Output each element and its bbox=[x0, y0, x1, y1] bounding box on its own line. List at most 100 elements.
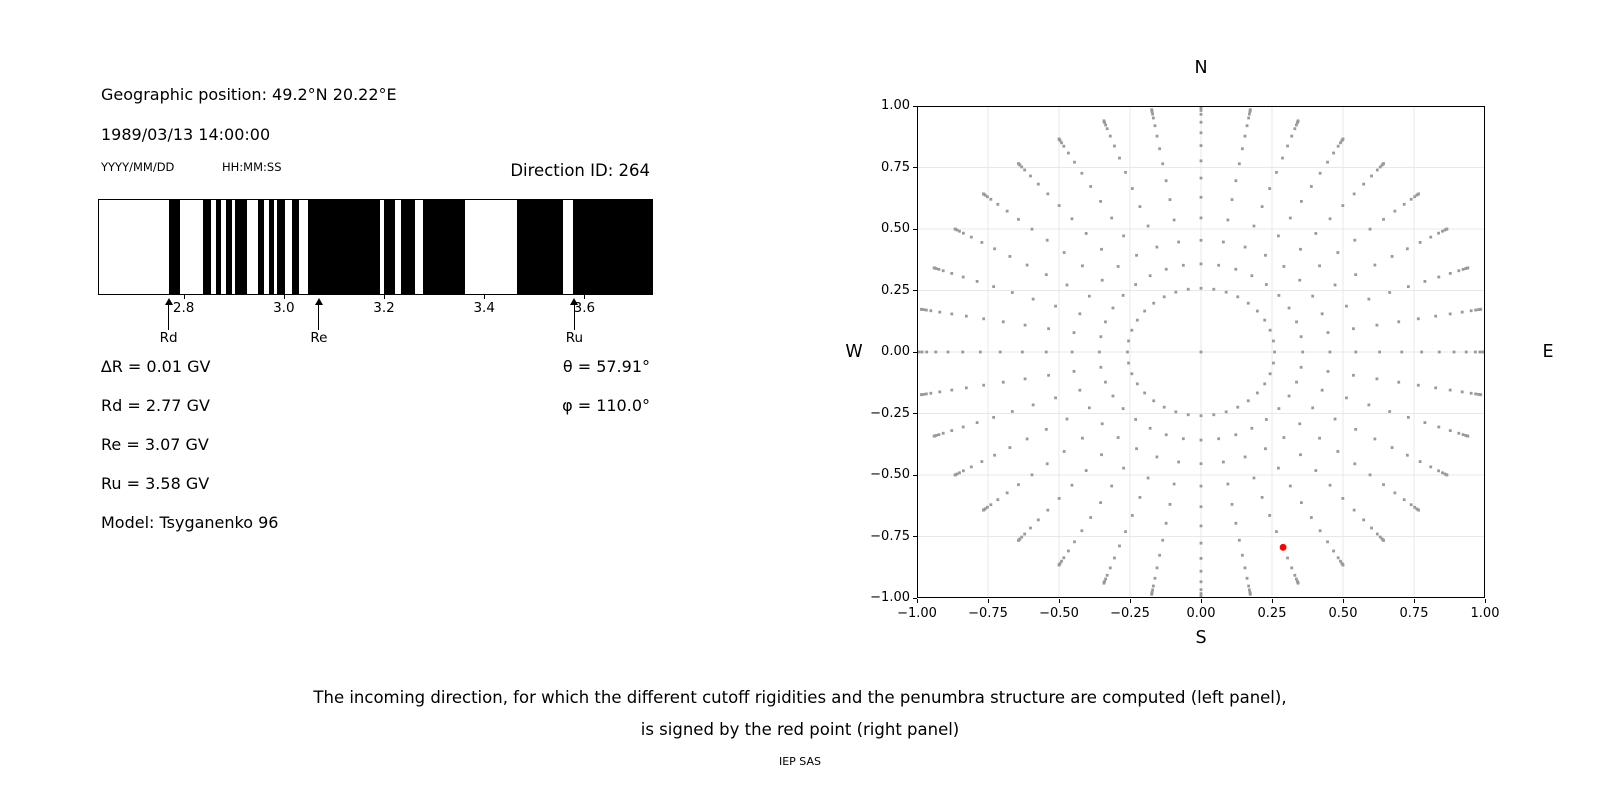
direction-dot bbox=[955, 472, 959, 476]
direction-dot bbox=[1124, 530, 1127, 534]
direction-dot bbox=[980, 241, 984, 244]
direction-dot bbox=[1375, 377, 1379, 381]
penumbra-allowed-band bbox=[291, 200, 300, 294]
direction-dot bbox=[1102, 581, 1106, 585]
direction-dot bbox=[1135, 382, 1139, 386]
direction-dot bbox=[1466, 266, 1470, 270]
direction-dot bbox=[1382, 539, 1385, 542]
direction-dot bbox=[1333, 283, 1337, 287]
direction-dot bbox=[1477, 392, 1480, 396]
direction-dot bbox=[950, 272, 954, 275]
direction-dot bbox=[1138, 205, 1142, 208]
direction-dot bbox=[1448, 388, 1452, 392]
direction-dot bbox=[1469, 309, 1473, 313]
direction-dot bbox=[1362, 518, 1366, 522]
penumbra-tick-label: 3.4 bbox=[473, 300, 495, 316]
direction-dot bbox=[1044, 427, 1048, 431]
direction-dot bbox=[1326, 160, 1329, 164]
direction-dot bbox=[1388, 410, 1392, 413]
direction-dot bbox=[1382, 162, 1385, 165]
direction-dot bbox=[1057, 137, 1061, 141]
direction-dot bbox=[1336, 556, 1340, 560]
direction-dot bbox=[1437, 425, 1441, 429]
direction-dot bbox=[1152, 399, 1156, 403]
direction-dot bbox=[929, 391, 933, 395]
x-tick-label: −0.75 bbox=[968, 606, 1008, 621]
direction-dot bbox=[1243, 455, 1247, 459]
direction-dot bbox=[1224, 290, 1228, 294]
x-tick-label: −1.00 bbox=[897, 606, 937, 621]
direction-dot bbox=[1248, 592, 1252, 596]
direction-dot bbox=[1460, 390, 1464, 394]
direction-dot bbox=[1352, 373, 1355, 377]
direction-dot bbox=[1287, 394, 1291, 398]
direction-dot bbox=[1217, 263, 1221, 267]
direction-dot bbox=[1420, 350, 1424, 354]
direction-dot bbox=[1368, 227, 1372, 231]
direction-dot bbox=[1111, 306, 1115, 310]
direction-dot bbox=[1406, 415, 1410, 419]
direction-dot bbox=[1443, 228, 1447, 232]
direction-dot bbox=[1293, 573, 1297, 577]
direction-dot bbox=[1044, 350, 1048, 354]
direction-dot bbox=[1118, 156, 1121, 160]
direction-dot bbox=[1054, 396, 1057, 400]
direction-dot bbox=[1290, 134, 1294, 138]
direction-dot bbox=[1362, 182, 1366, 186]
direction-dot bbox=[1339, 559, 1342, 563]
direction-dot bbox=[1460, 310, 1464, 314]
delta-r-value: ∆R = 0.01 GV bbox=[101, 357, 211, 376]
direction-dot bbox=[1151, 584, 1155, 588]
direction-dot bbox=[1443, 472, 1447, 476]
direction-dot bbox=[1320, 388, 1324, 392]
direction-dot bbox=[1023, 532, 1027, 536]
direction-dot bbox=[1314, 469, 1318, 472]
direction-dot bbox=[1252, 224, 1256, 228]
direction-dot bbox=[1245, 576, 1249, 580]
direction-dot bbox=[1158, 553, 1162, 557]
y-tick-mark bbox=[913, 474, 917, 476]
direction-dot bbox=[1100, 278, 1104, 282]
direction-dot bbox=[1273, 350, 1276, 354]
penumbra-allowed-band bbox=[225, 200, 232, 294]
direction-dot bbox=[1248, 112, 1251, 116]
direction-dot bbox=[1393, 491, 1397, 495]
direction-dot bbox=[1070, 217, 1074, 221]
direction-dot bbox=[1072, 369, 1076, 373]
direction-dot bbox=[1318, 436, 1321, 440]
direction-dot bbox=[1078, 312, 1082, 316]
direction-dot bbox=[1199, 505, 1203, 509]
direction-dot bbox=[1243, 566, 1247, 570]
datetime-text: 1989/03/13 14:00:00 bbox=[101, 125, 271, 144]
direction-dot bbox=[1332, 549, 1336, 553]
direction-dot bbox=[1250, 274, 1254, 278]
direction-dot bbox=[1164, 433, 1168, 437]
direction-dot bbox=[1248, 588, 1251, 592]
direction-dot bbox=[1373, 263, 1377, 267]
direction-dot bbox=[932, 266, 936, 270]
direction-dot bbox=[1441, 229, 1444, 233]
direction-dot bbox=[1010, 291, 1014, 294]
direction-dot bbox=[1152, 301, 1156, 305]
direction-dot bbox=[1352, 508, 1356, 512]
direction-dot bbox=[1046, 192, 1050, 196]
theta-value: θ = 57.91° bbox=[562, 357, 650, 376]
direction-dot bbox=[1177, 240, 1181, 244]
x-tick-mark bbox=[1201, 599, 1202, 603]
direction-dot bbox=[1065, 417, 1069, 421]
direction-dot bbox=[992, 415, 996, 419]
direction-dot bbox=[980, 460, 984, 463]
direction-scatter-chart: N S W E −1.00 −0.75 −0.50 −0.25 0.00 0.25 0.50… bbox=[845, 58, 1553, 648]
direction-dot bbox=[1151, 112, 1154, 116]
direction-dot bbox=[993, 453, 997, 457]
direction-dot bbox=[1282, 265, 1286, 268]
y-tick-label: −1.00 bbox=[870, 590, 910, 605]
direction-dot bbox=[1212, 287, 1216, 291]
direction-dot bbox=[1047, 327, 1050, 331]
direction-dot bbox=[989, 503, 993, 507]
direction-dot bbox=[1298, 422, 1302, 426]
direction-dot bbox=[1122, 466, 1126, 470]
direction-dot bbox=[1299, 247, 1302, 251]
direction-dot bbox=[1281, 156, 1284, 160]
direction-dot bbox=[1030, 473, 1034, 477]
